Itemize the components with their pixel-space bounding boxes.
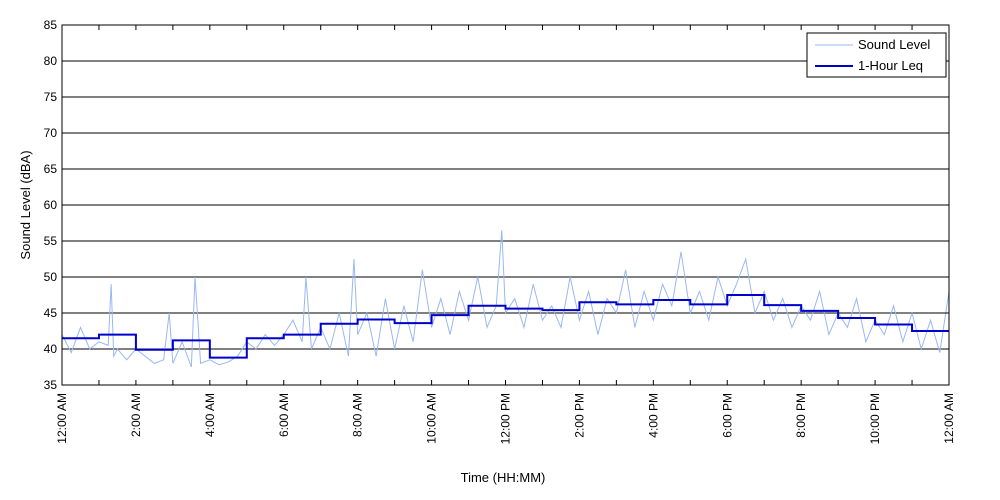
y-tick-label: 70	[44, 126, 58, 140]
y-tick-label: 50	[44, 270, 58, 284]
y-tick-label: 65	[44, 162, 58, 176]
y-tick-label: 40	[44, 342, 58, 356]
y-ticks: 35 40 45 50 55 60 65 70 75 80 85	[44, 18, 949, 392]
y-tick-label: 80	[44, 54, 58, 68]
legend-box	[806, 32, 947, 78]
y-tick-label: 60	[44, 198, 58, 212]
y-tick-label: 45	[44, 306, 58, 320]
x-tick-label: 4:00 AM	[203, 393, 217, 437]
x-axis-title: Time (HH:MM)	[461, 470, 546, 485]
y-tick-label: 75	[44, 90, 58, 104]
y-axis-title: Sound Level (dBA)	[18, 150, 33, 259]
x-tick-label: 8:00 AM	[351, 393, 365, 437]
y-tick-label: 35	[44, 378, 58, 392]
x-tick-label: 4:00 PM	[646, 393, 660, 438]
y-tick-label: 85	[44, 18, 58, 32]
x-ticks: 12:00 AM 2:00 AM 4:00 AM 6:00 AM 8:00 AM 10:0…	[55, 25, 956, 444]
y-tick-label: 55	[44, 234, 58, 248]
legend-label-1-hour-leq: 1-Hour Leq	[858, 58, 923, 73]
x-tick-label: 12:00 AM	[942, 393, 956, 444]
x-tick-label: 10:00 AM	[425, 393, 439, 444]
series-line-1-hour-leq	[62, 294, 949, 359]
x-tick-label: 12:00 AM	[55, 393, 69, 444]
legend: Sound Level 1-Hour Leq	[806, 32, 947, 78]
series-lines	[61, 230, 950, 368]
x-tick-label: 8:00 PM	[794, 393, 808, 438]
series-line-sound-level	[61, 230, 950, 368]
x-tick-label: 6:00 AM	[277, 393, 291, 437]
x-tick-label: 12:00 PM	[499, 393, 513, 444]
x-tick-label: 6:00 PM	[720, 393, 734, 438]
legend-label-sound-level: Sound Level	[858, 37, 930, 52]
x-tick-label: 2:00 PM	[572, 393, 586, 438]
x-tick-label: 2:00 AM	[129, 393, 143, 437]
x-tick-label: 10:00 PM	[868, 393, 882, 444]
